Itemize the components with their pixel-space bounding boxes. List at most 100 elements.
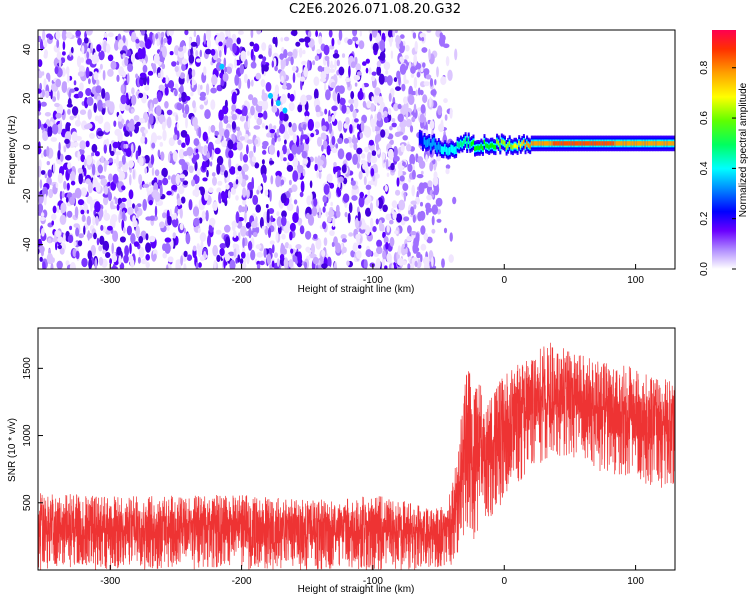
heatmap-cell bbox=[148, 182, 152, 187]
heatmap-cell bbox=[299, 191, 304, 198]
heatmap-cell bbox=[141, 258, 147, 265]
heatmap-cell bbox=[138, 156, 144, 167]
heatmap-cell bbox=[283, 133, 290, 140]
heatmap-cell bbox=[365, 207, 372, 217]
heatmap-cell bbox=[415, 89, 418, 97]
heatmap-cell bbox=[45, 90, 50, 99]
heatmap-cell bbox=[85, 58, 92, 65]
heatmap-cell bbox=[391, 122, 397, 128]
heatmap-cell bbox=[211, 74, 218, 86]
heatmap-cell bbox=[467, 138, 470, 143]
heatmap-cell bbox=[647, 141, 650, 146]
heatmap-cell bbox=[233, 246, 237, 258]
heatmap-cell bbox=[123, 30, 130, 33]
heatmap-cell bbox=[276, 216, 283, 228]
heatmap-cell bbox=[158, 84, 165, 91]
heatmap-cell bbox=[386, 224, 390, 233]
heatmap-cell bbox=[545, 141, 547, 146]
heatmap-cell bbox=[381, 151, 386, 161]
heatmap-cell bbox=[459, 141, 462, 146]
heatmap-cell bbox=[110, 150, 115, 157]
heatmap-cell bbox=[117, 39, 124, 51]
heatmap-cell bbox=[352, 134, 356, 144]
heatmap-cell bbox=[322, 195, 327, 203]
heatmap-cell bbox=[537, 141, 540, 146]
heatmap-cell bbox=[180, 196, 186, 204]
heatmap-cell bbox=[312, 256, 319, 265]
heatmap-cell bbox=[394, 30, 398, 34]
heatmap-cell bbox=[331, 37, 335, 47]
heatmap-cell bbox=[370, 217, 374, 229]
heatmap-cell bbox=[65, 197, 69, 203]
heatmap-cell bbox=[200, 84, 203, 90]
heatmap-cell bbox=[338, 66, 345, 76]
heatmap-cell bbox=[128, 160, 135, 169]
heatmap-cell bbox=[478, 145, 481, 151]
y-tick-label: 0 bbox=[22, 144, 33, 150]
heatmap-cell bbox=[103, 212, 111, 221]
heatmap-cell bbox=[652, 141, 655, 146]
heatmap-cell bbox=[40, 212, 45, 218]
heatmap-cell bbox=[86, 215, 92, 226]
heatmap-cell bbox=[120, 84, 125, 94]
heatmap-cell bbox=[174, 126, 178, 135]
heatmap-cell bbox=[268, 144, 276, 155]
heatmap-cell bbox=[352, 244, 357, 252]
heatmap-cell bbox=[132, 215, 137, 224]
heatmap-cell bbox=[58, 142, 61, 153]
heatmap-cell bbox=[653, 141, 656, 146]
heatmap-cell bbox=[335, 143, 339, 149]
heatmap-cell bbox=[159, 221, 165, 229]
heatmap-cell bbox=[112, 173, 119, 184]
heatmap-cell bbox=[102, 225, 107, 233]
heatmap-cell bbox=[619, 141, 621, 146]
heatmap-cell bbox=[271, 260, 275, 268]
heatmap-cell bbox=[219, 128, 226, 136]
heatmap-cell bbox=[94, 201, 101, 213]
heatmap-cell bbox=[335, 242, 341, 254]
heatmap-cell bbox=[88, 258, 93, 269]
heatmap-cell bbox=[108, 101, 115, 113]
heatmap-cell bbox=[161, 63, 166, 70]
heatmap-cell bbox=[337, 148, 345, 160]
heatmap-cell bbox=[263, 110, 268, 120]
x-tick-label: -100 bbox=[363, 275, 383, 286]
heatmap-cell bbox=[376, 246, 383, 255]
heatmap-cell bbox=[47, 126, 51, 138]
heatmap-cell bbox=[40, 152, 44, 158]
heatmap-cell bbox=[406, 144, 412, 152]
heatmap-cell bbox=[329, 182, 335, 189]
heatmap-cell bbox=[209, 161, 213, 167]
heatmap-cell bbox=[333, 161, 337, 167]
heatmap-cell bbox=[242, 105, 248, 117]
heatmap-cell bbox=[252, 231, 258, 238]
heatmap-cell bbox=[270, 215, 274, 223]
heatmap-cell bbox=[162, 212, 167, 219]
heatmap-cell bbox=[224, 253, 231, 262]
heatmap-cell bbox=[359, 132, 363, 139]
x-tick-label: 0 bbox=[501, 275, 507, 286]
heatmap-cell bbox=[85, 140, 90, 148]
heatmap-cell bbox=[221, 140, 228, 148]
heatmap-cell bbox=[469, 142, 472, 148]
heatmap-cell bbox=[250, 61, 257, 69]
heatmap-cell bbox=[386, 253, 392, 263]
heatmap-cell bbox=[357, 90, 364, 101]
heatmap-cell bbox=[44, 173, 48, 179]
heatmap-cell bbox=[251, 97, 258, 106]
heatmap-cell bbox=[453, 148, 456, 153]
heatmap-cell bbox=[280, 193, 287, 204]
heatmap-cell bbox=[211, 172, 216, 177]
heatmap-cell bbox=[275, 231, 279, 243]
heatmap-cell bbox=[253, 43, 260, 52]
heatmap-cell bbox=[232, 243, 237, 250]
heatmap-cell bbox=[348, 232, 354, 237]
heatmap-cell bbox=[67, 162, 72, 170]
heatmap-cell bbox=[549, 141, 552, 146]
heatmap-cell bbox=[419, 89, 424, 96]
heatmap-cell bbox=[188, 199, 193, 211]
heatmap-cell bbox=[67, 54, 74, 61]
heatmap-cell bbox=[356, 162, 360, 169]
heatmap-cell bbox=[420, 104, 426, 114]
heatmap-cell bbox=[432, 175, 439, 187]
